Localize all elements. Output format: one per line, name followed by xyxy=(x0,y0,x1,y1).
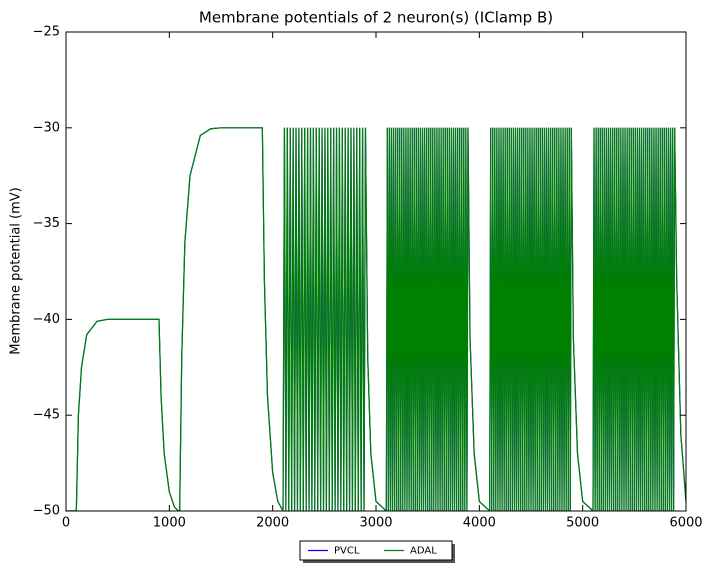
y-tick-label: −35 xyxy=(33,216,60,231)
x-tick-label: 6000 xyxy=(669,516,702,531)
legend-box xyxy=(299,540,453,561)
x-tick-label: 4000 xyxy=(463,516,496,531)
y-tick-label: −50 xyxy=(33,504,60,519)
x-tick-label: 0 xyxy=(62,516,70,531)
x-tick-label: 2000 xyxy=(256,516,289,531)
x-tick-label: 1000 xyxy=(153,516,186,531)
y-tick-label: −40 xyxy=(33,312,60,327)
chart-title: Membrane potentials of 2 neuron(s) (ICla… xyxy=(199,9,553,27)
x-tick-label: 5000 xyxy=(566,516,599,531)
y-tick-label: −30 xyxy=(33,120,60,135)
series-line xyxy=(66,127,686,511)
legend-label: ADAL xyxy=(410,546,437,557)
y-tick-label: −25 xyxy=(33,25,60,40)
legend-label: PVCL xyxy=(334,546,360,557)
x-tick-label: 3000 xyxy=(359,516,392,531)
y-axis-label: Membrane potential (mV) xyxy=(9,187,24,354)
y-tick-label: −45 xyxy=(33,408,60,423)
